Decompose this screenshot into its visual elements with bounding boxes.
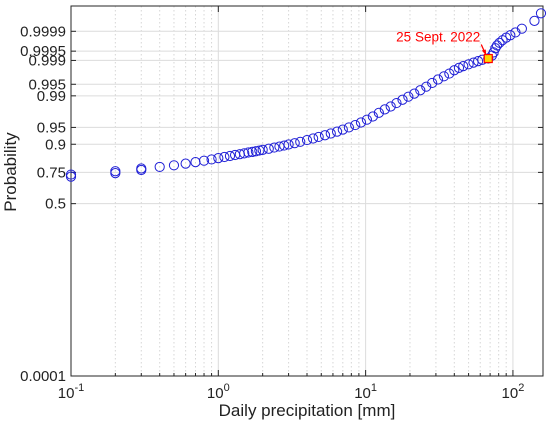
data-point: [325, 128, 336, 139]
data-point: [65, 169, 77, 180]
data-point: [453, 62, 465, 74]
data-point: [239, 148, 250, 159]
data-point: [397, 94, 408, 105]
data-point: [154, 161, 165, 173]
data-point: [385, 101, 396, 112]
data-point: [421, 81, 432, 92]
y-tick-label: 0.75: [37, 164, 66, 181]
data-point: [415, 85, 426, 96]
data-point: [243, 147, 254, 158]
data-point: [198, 155, 210, 166]
y-axis-label: Probability: [1, 132, 20, 212]
x-tick-label: 102: [502, 382, 525, 402]
data-point: [263, 143, 274, 154]
highlight-marker: [483, 53, 493, 64]
data-point: [219, 151, 230, 163]
data-point: [494, 37, 505, 48]
data-point: [110, 166, 121, 177]
data-point: [269, 142, 280, 153]
y-tick-label: 0.999: [28, 52, 66, 69]
data-point: [136, 163, 147, 174]
x-tick-label: 101: [354, 382, 377, 402]
data-point: [463, 59, 474, 70]
y-tick-label: 0.995: [28, 76, 66, 93]
data-point: [427, 77, 438, 89]
y-tick-label: 0.99: [37, 88, 66, 105]
data-point: [449, 65, 460, 76]
data-point: [168, 160, 180, 171]
data-point: [468, 57, 479, 68]
data-point: [355, 117, 367, 128]
data-point: [247, 146, 258, 157]
data-point: [190, 157, 201, 168]
data-point: [444, 68, 455, 79]
x-axis-label: Daily precipitation [mm]: [219, 401, 396, 420]
highlight-group: 25 Sept. 2022: [396, 30, 493, 64]
data-point: [110, 168, 121, 179]
data-point: [301, 134, 313, 146]
data-point: [254, 145, 265, 156]
data-point: [529, 15, 540, 26]
data-point: [206, 154, 217, 165]
data-point: [337, 124, 348, 135]
data-point: [379, 104, 390, 115]
y-tick-label: 0.5: [45, 196, 66, 213]
data-point: [367, 111, 378, 122]
data-point: [257, 144, 268, 155]
grid-lines: [70, 6, 543, 377]
data-point: [505, 30, 516, 41]
y-tick-label: 0.0001: [20, 368, 66, 385]
data-point: [331, 126, 343, 137]
data-point: [180, 158, 191, 169]
highlight-label: 25 Sept. 2022: [396, 30, 480, 45]
data-point: [350, 119, 361, 131]
data-point: [510, 27, 521, 38]
y-tick-label: 0.95: [37, 119, 66, 136]
data-point: [313, 131, 324, 143]
data-point: [432, 74, 444, 85]
data-point: [391, 97, 402, 109]
y-axis: 0.0001 0.5 0.75 0.90.95 0.990.995 0.9990.9995…: [20, 23, 543, 385]
data-point: [319, 130, 331, 141]
data-point: [403, 91, 414, 102]
data-point: [295, 136, 306, 147]
data-point: [250, 146, 262, 157]
data-point: [535, 8, 547, 19]
data-point: [491, 40, 503, 51]
data-point: [283, 139, 294, 150]
y-tick-label: 0.9999: [20, 23, 66, 40]
data-point: [438, 71, 450, 82]
data-point: [224, 150, 236, 162]
x-axis: 10-1 100 101 102: [58, 6, 525, 402]
data-point: [472, 56, 484, 67]
data-point: [373, 107, 384, 118]
data-point: [409, 88, 420, 99]
data-point: [213, 153, 224, 164]
data-point: [279, 140, 290, 151]
data-point: [343, 122, 354, 133]
data-point: [516, 23, 527, 34]
y-tick-label: 0.9: [45, 136, 66, 153]
data-point: [289, 138, 300, 149]
data-point: [497, 35, 508, 46]
highlight-arrowhead: [481, 49, 487, 56]
data-point: [361, 114, 372, 125]
y-tick-label: 0.9995: [20, 43, 66, 60]
data-point: [307, 133, 319, 144]
x-tick-label: 100: [207, 382, 230, 402]
x-tick-label: 10-1: [58, 382, 84, 402]
data-series: [65, 8, 547, 182]
data-point: [458, 61, 469, 72]
